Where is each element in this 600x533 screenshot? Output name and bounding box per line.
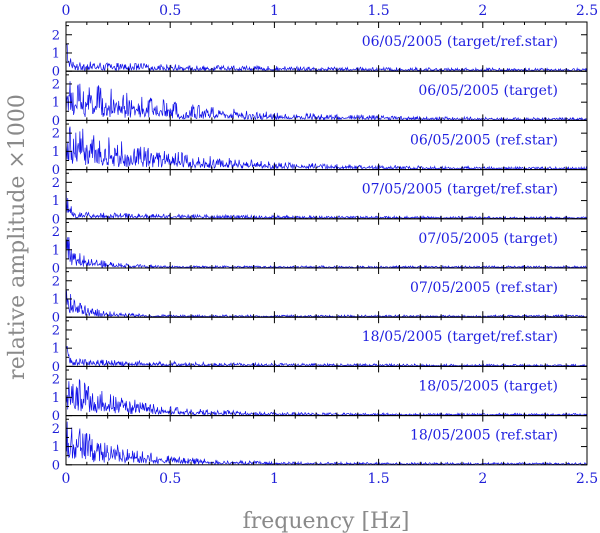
x-tick-label-top: 1.5 [367,3,389,19]
top-x-tick-labels: 0 0.5 1 1.5 2 2.5 [62,3,599,19]
panel-label: 06/05/2005 (target/ref.star) [362,34,558,50]
panel-label: 18/05/2005 (target) [418,378,558,394]
x-tick-label-top: 2 [478,3,487,19]
x-tick-label: 0.5 [159,471,181,487]
y-tick-label: 1 [52,243,60,258]
panel-6: 0 1 2 07/05/2005 (ref.star) [52,267,588,326]
panel-5: 0 1 2 07/05/2005 (target) [52,218,588,277]
y-tick-label: 2 [52,127,60,142]
y-tick-label: 1 [52,145,60,160]
spectrum-line [65,81,588,122]
y-tick-label: 0 [52,114,60,129]
y-tick-label: 2 [52,274,60,289]
spectrum-line [65,287,588,318]
panel-4: 0 1 2 07/05/2005 (target/ref.star) [52,169,588,227]
x-tick-label-top: 1 [270,3,279,19]
spectrum-line [65,345,588,368]
spectrum-line [65,126,588,171]
y-tick-label: 2 [52,422,60,437]
y-tick-label: 1 [52,342,60,357]
y-tick-label: 2 [52,323,60,338]
y-tick-label: 0 [52,65,60,80]
panel-3: 0 1 2 06/05/2005 (ref.star) [52,119,588,178]
spectrum-line [65,237,588,269]
chart-panels: 0 1 2 06/05/2005 (target/ref.star) 0 1 2 06/05/… [52,21,588,473]
x-tick-label: 1 [270,471,279,487]
y-tick-label: 0 [52,458,60,473]
spectrum-line [65,183,588,220]
y-tick-label: 1 [52,440,60,455]
x-tick-label-top: 0 [62,3,71,19]
y-tick-label: 1 [52,194,60,209]
panel-label: 18/05/2005 (ref.star) [410,428,558,444]
x-tick-label: 2.5 [576,471,598,487]
panel-9: 0 1 2 18/05/2005 (ref.star) [52,415,588,473]
panel-label: 06/05/2005 (ref.star) [410,132,558,148]
panel-label: 06/05/2005 (target) [418,83,558,99]
y-tick-label: 0 [52,360,60,375]
panel-label: 18/05/2005 (target/ref.star) [362,329,558,345]
y-tick-label: 1 [52,96,60,111]
y-tick-label: 2 [52,373,60,388]
y-tick-label: 0 [52,163,60,178]
bottom-x-tick-labels: 0 0.5 1 1.5 2 2.5 [62,471,599,487]
y-tick-label: 1 [52,46,60,61]
x-tick-label: 0 [62,471,71,487]
y-tick-label: 2 [52,28,60,43]
panel-label: 07/05/2005 (target) [418,231,558,247]
x-tick-label: 2 [478,471,487,487]
y-axis-title: relative amplitude ×1000 [5,94,30,380]
x-tick-label-top: 2.5 [576,3,598,19]
y-tick-label: 2 [52,225,60,240]
x-tick-label-top: 0.5 [159,3,181,19]
x-tick-label: 1.5 [367,471,389,487]
y-tick-label: 0 [52,311,60,326]
y-tick-label: 1 [52,391,60,406]
y-tick-label: 2 [52,176,60,191]
y-tick-label: 0 [52,212,60,227]
y-tick-label: 0 [52,262,60,277]
y-tick-label: 1 [52,292,60,307]
panel-frame [65,415,588,466]
panel-label: 07/05/2005 (target/ref.star) [362,182,558,198]
x-axis-title: frequency [Hz] [243,509,410,533]
panel-label: 07/05/2005 (ref.star) [410,280,558,296]
panel-7: 0 1 2 18/05/2005 (target/ref.star) [52,316,588,375]
y-tick-label: 2 [52,77,60,92]
y-tick-label: 0 [52,409,60,424]
